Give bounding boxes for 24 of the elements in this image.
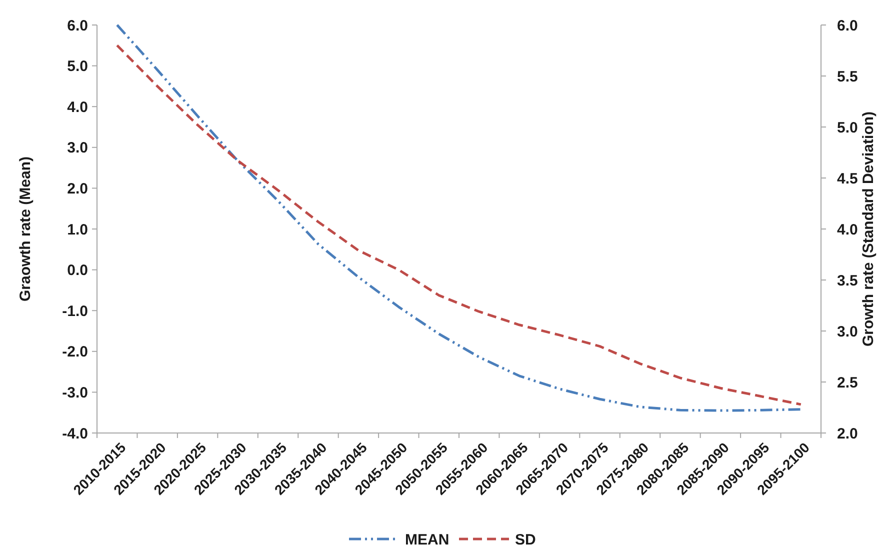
y2-tick-label: 5.0 xyxy=(837,119,858,136)
y2-tick-label: 3.5 xyxy=(837,272,858,290)
y-tick-label: -4.0 xyxy=(62,425,88,442)
y2-tick-label: 2.0 xyxy=(837,425,858,442)
y-tick-label: 6.0 xyxy=(67,17,88,34)
y-tick-label: 4.0 xyxy=(67,98,88,116)
y2-tick-label: 6.0 xyxy=(837,17,858,34)
y2-axis-title: Growth rate (Standard Deviation) xyxy=(860,111,877,347)
y-axis-title: Graowth rate (Mean) xyxy=(17,156,34,302)
y-tick-label: 3.0 xyxy=(67,140,88,157)
y2-tick-label: 5.5 xyxy=(837,68,858,86)
y2-tick-label: 3.0 xyxy=(837,323,858,340)
y2-tick-label: 4.5 xyxy=(837,170,858,188)
y-tick-label: 1.0 xyxy=(67,221,88,238)
y-tick-label: -2.0 xyxy=(62,344,88,361)
y2-tick-label: 2.5 xyxy=(837,374,858,392)
legend-label: MEAN xyxy=(405,531,450,548)
y-tick-label: -1.0 xyxy=(62,302,88,320)
y-tick-label: 0.0 xyxy=(67,262,88,280)
y-tick-label: -3.0 xyxy=(62,384,88,402)
legend-label: SD xyxy=(515,531,536,548)
y-tick-label: 2.0 xyxy=(67,180,88,198)
y2-tick-label: 4.0 xyxy=(837,221,858,238)
y-tick-label: 5.0 xyxy=(67,58,88,76)
